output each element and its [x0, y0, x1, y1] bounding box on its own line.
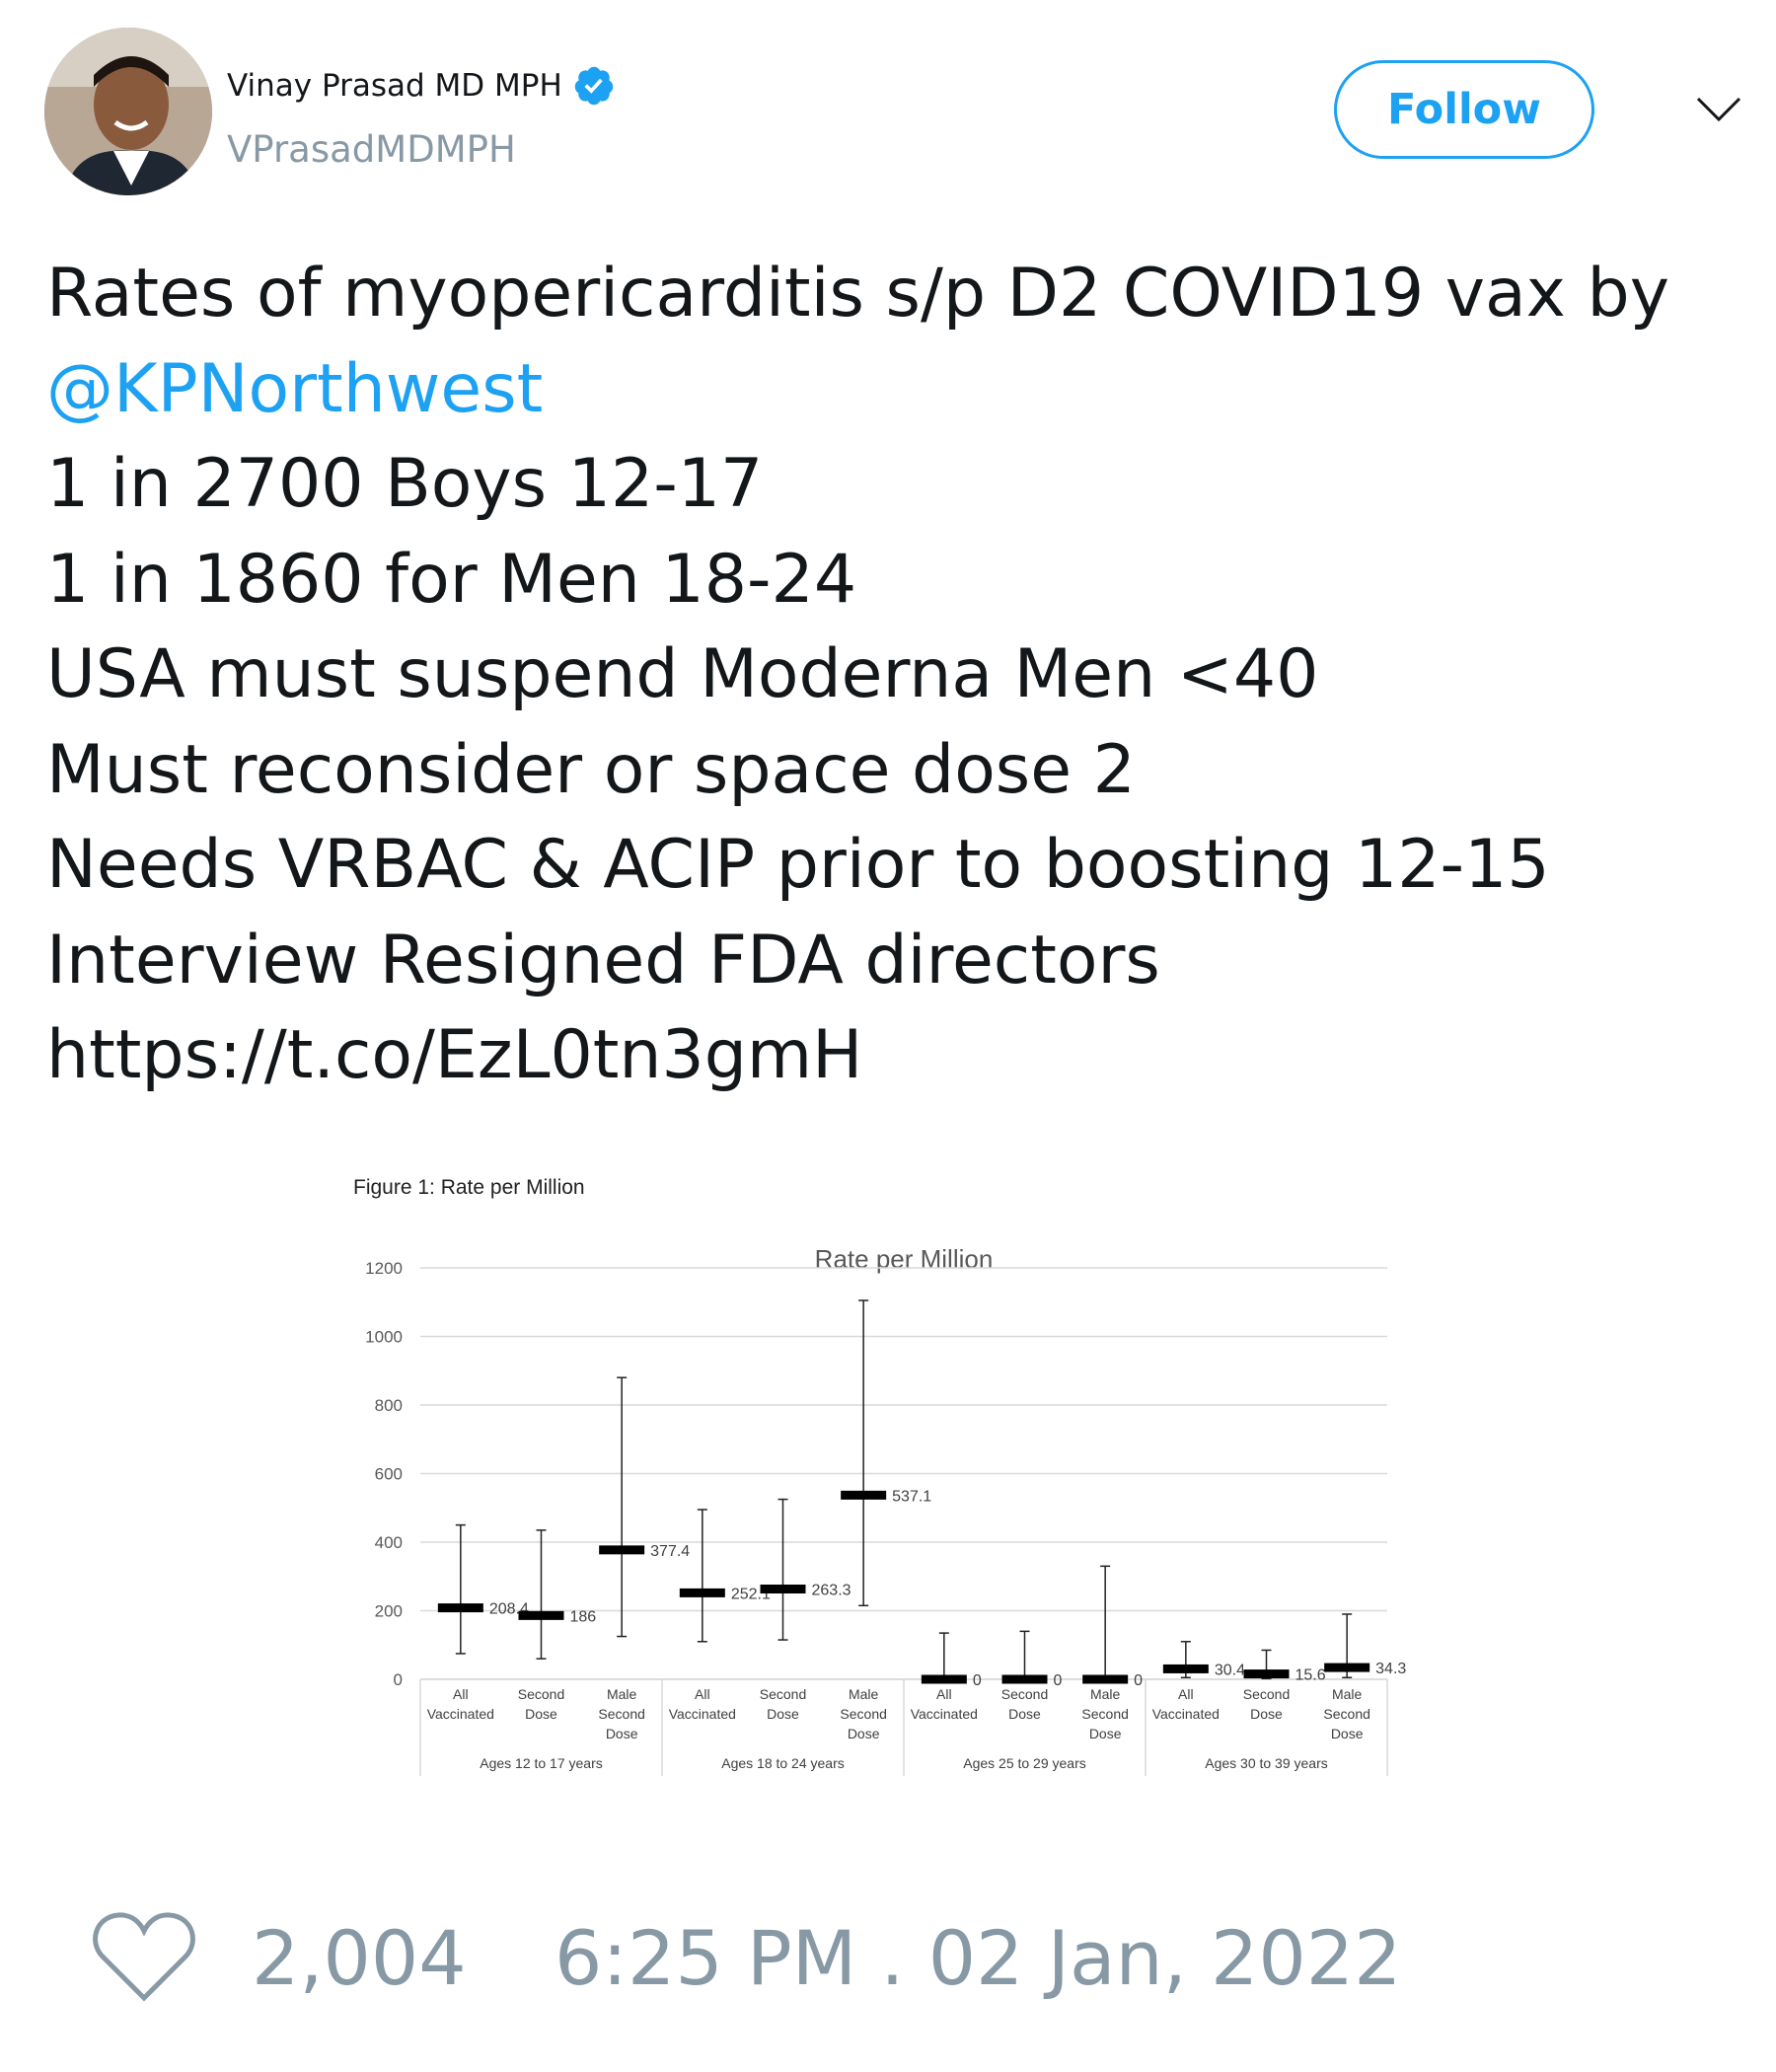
figure-caption: Figure 1: Rate per Million — [353, 1176, 585, 1199]
chevron-down-icon[interactable] — [1695, 95, 1742, 124]
heart-icon[interactable] — [91, 1909, 197, 2004]
tweet-line: Rates of myopericarditis s/p D2 COVID19 … — [46, 255, 1669, 333]
data-label: 30.4 — [1215, 1662, 1245, 1678]
tweet-link[interactable]: https://t.co/EzL0tn3gmH — [46, 1016, 863, 1094]
category-label: All — [1178, 1686, 1194, 1702]
data-label: 34.3 — [1375, 1661, 1406, 1677]
category-label: Dose — [606, 1726, 638, 1741]
data-point — [599, 1545, 645, 1555]
follow-button[interactable]: Follow — [1334, 60, 1594, 159]
data-point — [437, 1603, 483, 1613]
category-label: Dose — [525, 1706, 557, 1722]
data-point — [518, 1610, 564, 1620]
category-label: Second — [1323, 1706, 1369, 1722]
tweet-text: Rates of myopericarditis s/p D2 COVID19 … — [46, 247, 1669, 1104]
tweet-line: Interview Resigned FDA directors — [46, 921, 1160, 999]
y-tick-label: 600 — [375, 1465, 403, 1484]
data-label: 0 — [1134, 1672, 1143, 1689]
data-point — [841, 1490, 887, 1500]
tweet-line: Needs VRBAC & ACIP prior to boosting 12-… — [46, 826, 1550, 904]
y-tick-label: 200 — [375, 1602, 403, 1621]
verified-badge-icon — [574, 66, 614, 106]
y-tick-label: 400 — [375, 1533, 403, 1552]
data-label: 186 — [570, 1608, 597, 1625]
data-point — [1001, 1674, 1048, 1684]
group-label: Ages 30 to 39 years — [1205, 1755, 1328, 1771]
category-label: Second — [1001, 1686, 1048, 1702]
category-label: Male — [849, 1686, 879, 1702]
category-label: Male — [1090, 1686, 1121, 1702]
data-point — [1082, 1674, 1129, 1684]
avatar-image — [44, 28, 212, 195]
category-label: Vaccinated — [911, 1706, 978, 1722]
tweet-line: 1 in 1860 for Men 18-24 — [46, 540, 857, 619]
category-label: Vaccinated — [1152, 1706, 1220, 1722]
category-label: All — [453, 1686, 469, 1702]
category-label: Male — [607, 1686, 637, 1702]
author-name-row[interactable]: Vinay Prasad MD MPH — [227, 64, 616, 108]
data-point — [679, 1588, 725, 1597]
data-point — [921, 1674, 967, 1684]
y-tick-label: 800 — [375, 1396, 403, 1415]
category-label: All — [936, 1686, 952, 1702]
tweet-line: Must reconsider or space dose 2 — [46, 730, 1136, 809]
tweet-media-chart[interactable]: Figure 1: Rate per Million Rate per Milli… — [335, 1164, 1421, 1796]
data-label: 0 — [1054, 1672, 1063, 1689]
category-label: Second — [518, 1686, 564, 1702]
data-point — [1162, 1664, 1209, 1673]
author-display-name[interactable]: Vinay Prasad MD MPH — [227, 68, 562, 104]
category-label: Second — [598, 1706, 644, 1722]
data-label: 15.6 — [1295, 1667, 1326, 1684]
chart-title: Rate per Million — [815, 1244, 994, 1274]
chart-svg: Figure 1: Rate per Million Rate per Milli… — [353, 1176, 1406, 1776]
data-point — [760, 1585, 806, 1594]
group-label: Ages 12 to 17 years — [480, 1755, 603, 1771]
category-label: Male — [1332, 1686, 1363, 1702]
data-label: 0 — [973, 1672, 982, 1689]
category-label: Second — [1243, 1686, 1290, 1702]
category-label: Dose — [1008, 1706, 1041, 1722]
category-label: Second — [840, 1706, 886, 1722]
category-label: Dose — [767, 1706, 799, 1722]
category-label: All — [695, 1686, 710, 1702]
author-handle[interactable]: VPrasadMDMPH — [227, 128, 516, 171]
group-label: Ages 25 to 29 years — [963, 1755, 1086, 1771]
category-label: Dose — [848, 1726, 880, 1741]
like-count: 2,004 — [252, 1914, 467, 2002]
data-point — [1243, 1669, 1290, 1679]
category-label: Dose — [1089, 1726, 1122, 1741]
data-label: 377.4 — [650, 1543, 690, 1560]
avatar[interactable] — [44, 28, 212, 195]
category-label: Dose — [1250, 1706, 1283, 1722]
category-label: Second — [1081, 1706, 1128, 1722]
category-label: Vaccinated — [427, 1706, 494, 1722]
data-label: 537.1 — [892, 1488, 931, 1505]
y-tick-label: 1000 — [365, 1328, 403, 1347]
tweet-line: USA must suspend Moderna Men <40 — [46, 635, 1319, 713]
data-label: 263.3 — [812, 1583, 851, 1599]
mention-link[interactable]: @KPNorthwest — [46, 349, 544, 428]
category-label: Dose — [1331, 1726, 1364, 1741]
y-tick-label: 0 — [394, 1670, 403, 1689]
tweet-line: 1 in 2700 Boys 12-17 — [46, 445, 764, 523]
category-label: Vaccinated — [669, 1706, 736, 1722]
y-tick-label: 1200 — [365, 1259, 403, 1278]
category-label: Second — [760, 1686, 806, 1702]
timestamp[interactable]: 6:25 PM . 02 Jan, 2022 — [555, 1914, 1402, 2002]
data-point — [1324, 1663, 1370, 1672]
group-label: Ages 18 to 24 years — [721, 1755, 845, 1771]
